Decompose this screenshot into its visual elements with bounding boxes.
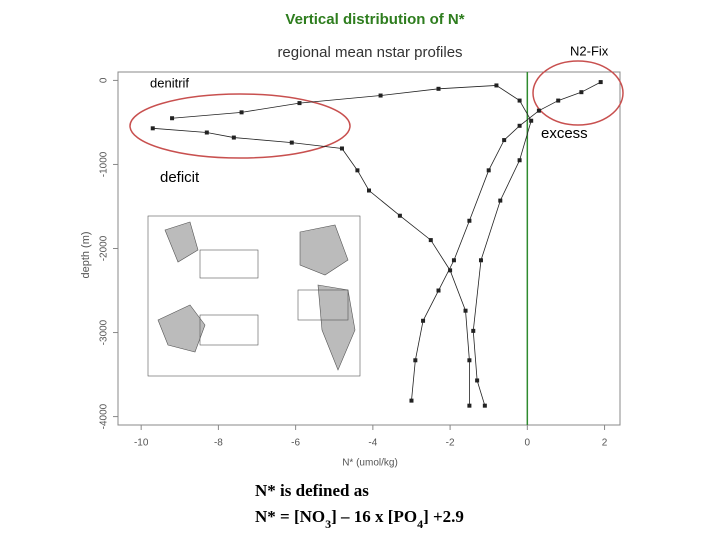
profile-point: [339, 146, 344, 151]
annotation: denitrif: [150, 75, 189, 90]
profile-point: [482, 403, 487, 408]
profile-point: [467, 218, 472, 223]
highlight-ellipse: [129, 93, 351, 159]
profile-point: [413, 358, 418, 363]
profile-point: [517, 158, 522, 163]
annotation: excess: [541, 125, 588, 142]
profile-point: [367, 188, 371, 193]
subscript: 3: [325, 517, 331, 531]
x-tick-label: 0: [525, 438, 531, 449]
chart-title: Vertical distribution of N*: [285, 11, 464, 28]
formula-part: ] +2.9: [423, 507, 464, 526]
profile-point: [486, 168, 491, 173]
x-tick-label: -8: [214, 438, 223, 449]
profile-point: [436, 86, 441, 91]
profile-point: [478, 258, 483, 263]
x-tick-label: -4: [368, 438, 377, 449]
profile-point: [239, 110, 244, 115]
profile-point: [463, 308, 468, 313]
profile-point: [502, 138, 507, 143]
profile-point: [448, 268, 453, 273]
x-tick-label: 2: [602, 438, 608, 449]
profile-point: [467, 358, 472, 363]
profile-point: [536, 108, 541, 113]
chart-subtitle: regional mean nstar profiles: [277, 44, 462, 61]
x-axis-label: N* (umol/kg): [342, 458, 398, 469]
profile-point: [529, 118, 534, 123]
y-tick-label: -4000: [99, 403, 110, 429]
profile-line: [172, 85, 532, 406]
profile-point: [556, 98, 561, 103]
y-tick-label: -3000: [99, 319, 110, 345]
y-tick-label: -1000: [99, 151, 110, 177]
y-axis-label: depth (m): [80, 231, 92, 278]
profile-point: [355, 168, 360, 173]
profile-point: [467, 403, 472, 408]
highlight-ellipse: [532, 60, 624, 126]
annotation: deficit: [160, 169, 200, 186]
x-tick-label: -2: [446, 438, 455, 449]
profile-point: [409, 398, 414, 403]
x-tick-label: -10: [134, 438, 149, 449]
profile-point: [170, 116, 175, 121]
formula-part: ] – 16 x [PO: [331, 507, 417, 526]
profile-point: [397, 213, 402, 218]
map-inset: [147, 215, 361, 377]
x-tick-label: -6: [291, 438, 300, 449]
y-tick-label: 0: [99, 77, 110, 83]
definition-formula: N* = [NO3] – 16 x [PO4] +2.9: [255, 507, 464, 531]
formula-part: N* = [NO: [255, 507, 325, 526]
subscript: 4: [417, 517, 423, 531]
profile-point: [451, 258, 456, 263]
profile-point: [150, 126, 155, 131]
profile-point: [494, 83, 499, 88]
profile-point: [231, 135, 236, 140]
y-tick-label: -2000: [99, 235, 110, 261]
profile-point: [378, 93, 383, 98]
profile-point: [517, 98, 522, 103]
profile-point: [428, 238, 433, 243]
profile-point: [475, 378, 480, 383]
profile-point: [471, 328, 476, 333]
profile-point: [421, 318, 426, 323]
profile-point: [297, 101, 302, 106]
profile-point: [204, 130, 209, 135]
profile-point: [579, 90, 584, 95]
profile-point: [517, 123, 522, 128]
annotation: N2-Fix: [570, 43, 609, 58]
profile-point: [598, 80, 603, 85]
profile-point: [289, 140, 294, 145]
definition-line: N* is defined as: [255, 481, 369, 500]
profile-point: [498, 198, 503, 203]
profile-point: [436, 288, 441, 293]
